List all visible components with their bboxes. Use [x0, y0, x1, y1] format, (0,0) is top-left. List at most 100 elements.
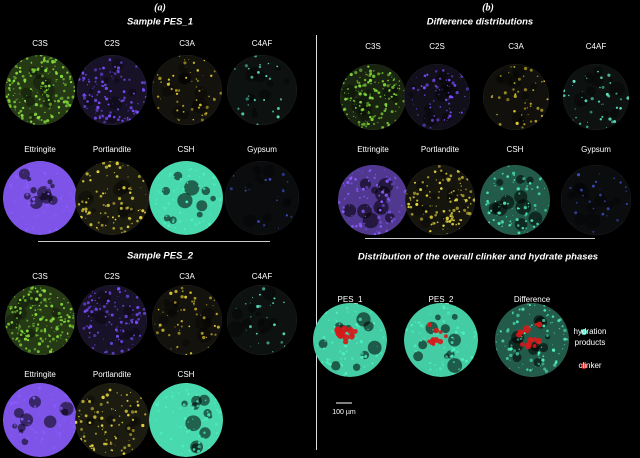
- micrograph-speck: [13, 424, 17, 427]
- micrograph-speck: [529, 358, 533, 363]
- micrograph-speck: [40, 439, 42, 441]
- micrograph-speck: [33, 347, 37, 351]
- micrograph-speck: [488, 221, 490, 224]
- micrograph-speck: [101, 80, 104, 84]
- micrograph-speck: [59, 334, 63, 337]
- micrograph-speck: [529, 313, 531, 315]
- micrograph-speck: [368, 169, 371, 173]
- micrograph-speck: [67, 103, 70, 105]
- micrograph: [227, 285, 297, 355]
- micrograph-speck: [389, 84, 391, 86]
- micrograph-speck: [142, 307, 146, 311]
- micrograph-pore: [28, 395, 41, 408]
- micrograph-speck: [19, 101, 21, 103]
- micrograph-pore: [526, 176, 534, 184]
- micrograph-speck: [167, 224, 171, 228]
- micrograph-speck: [516, 207, 520, 210]
- micrograph-speck: [178, 211, 182, 215]
- micrograph-speck: [453, 338, 455, 340]
- micrograph-speck: [338, 201, 341, 204]
- micrograph-speck: [540, 177, 543, 179]
- micrograph-pore: [122, 330, 132, 340]
- micrograph-speck: [45, 301, 47, 303]
- micrograph-speck: [115, 339, 116, 341]
- micrograph-speck: [48, 410, 50, 412]
- micrograph-speck: [21, 348, 23, 350]
- micrograph-speck: [457, 222, 460, 225]
- micrograph-speck: [43, 100, 45, 102]
- micrograph-speck: [195, 86, 198, 88]
- legend-label: clinker: [578, 361, 601, 370]
- micrograph-speck: [450, 218, 454, 222]
- micrograph-speck: [354, 106, 357, 109]
- micrograph-phase: [77, 285, 147, 355]
- micrograph-speck: [48, 107, 51, 110]
- micrograph-speck: [120, 394, 122, 396]
- micrograph-speck: [194, 169, 197, 172]
- micrograph-speck: [43, 328, 47, 331]
- micrograph-speck: [52, 404, 57, 408]
- micrograph-speck: [341, 88, 343, 90]
- micrograph: [77, 55, 147, 125]
- micrograph-speck: [88, 400, 92, 403]
- micrograph-speck: [140, 187, 142, 189]
- micrograph-speck: [369, 115, 372, 119]
- micrograph-speck: [112, 201, 116, 205]
- micrograph: [404, 303, 478, 377]
- micrograph-speck: [256, 70, 260, 74]
- micrograph-speck: [504, 345, 506, 347]
- micrograph-speck: [43, 90, 47, 94]
- micrograph-speck: [212, 98, 216, 101]
- micrograph-speck: [385, 230, 388, 233]
- micrograph-speck: [130, 188, 132, 191]
- micrograph-speck: [419, 217, 424, 221]
- clinker-grain: [535, 337, 542, 345]
- micrograph-speck: [354, 362, 356, 364]
- micrograph-speck: [125, 393, 128, 396]
- micrograph-speck: [430, 118, 434, 122]
- micrograph-speck: [454, 306, 456, 308]
- micrograph-speck: [90, 310, 94, 314]
- micrograph-phase: [225, 161, 299, 235]
- micrograph-pore: [410, 201, 425, 216]
- micrograph-speck: [14, 400, 18, 405]
- micrograph-speck: [513, 82, 516, 85]
- micrograph-speck: [343, 373, 346, 377]
- micrograph-speck: [244, 186, 247, 188]
- micrograph-speck: [213, 97, 215, 99]
- micrograph-speck: [127, 164, 129, 167]
- micrograph-speck: [170, 438, 173, 441]
- micrograph-speck: [446, 84, 449, 87]
- micrograph-speck: [347, 196, 348, 198]
- micrograph-speck: [91, 95, 93, 98]
- micrograph-speck: [212, 305, 214, 307]
- micrograph-speck: [117, 196, 122, 201]
- micrograph-speck: [625, 190, 627, 192]
- micrograph-speck: [90, 447, 93, 449]
- micrograph-speck: [374, 232, 376, 235]
- micrograph-speck: [536, 75, 539, 78]
- image-label: Difference: [514, 295, 551, 304]
- micrograph-pore: [331, 360, 341, 371]
- micrograph-speck: [124, 289, 127, 292]
- micrograph-speck: [229, 187, 233, 191]
- micrograph-speck: [470, 355, 474, 360]
- micrograph-speck: [34, 94, 38, 98]
- micrograph-speck: [35, 329, 38, 332]
- micrograph-speck: [116, 118, 120, 122]
- micrograph-speck: [214, 398, 217, 401]
- micrograph-speck: [358, 124, 361, 126]
- micrograph-speck: [23, 115, 24, 117]
- micrograph-speck: [89, 403, 91, 404]
- micrograph-speck: [104, 451, 107, 454]
- micrograph-speck: [475, 333, 478, 336]
- scale-bar-label: 100 µm: [332, 409, 356, 416]
- micrograph-speck: [375, 105, 379, 109]
- micrograph-speck: [167, 315, 169, 317]
- micrograph-speck: [45, 203, 48, 207]
- micrograph-speck: [88, 336, 91, 339]
- micrograph-speck: [7, 322, 10, 326]
- micrograph-speck: [167, 78, 171, 81]
- micrograph-speck: [107, 215, 109, 218]
- micrograph-speck: [35, 333, 38, 337]
